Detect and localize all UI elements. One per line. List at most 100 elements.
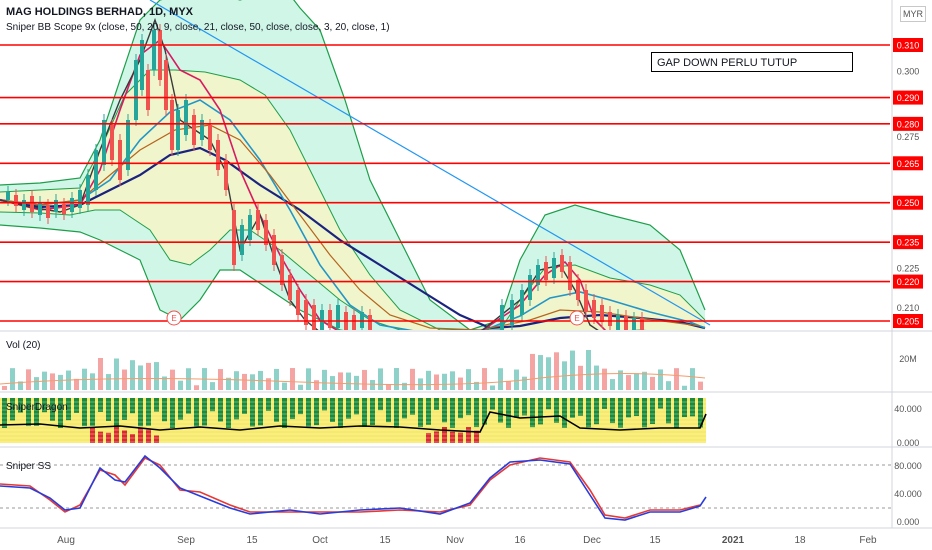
candle-body <box>192 115 196 145</box>
sniperdragon-bar <box>466 398 471 416</box>
sniperdragon-bar <box>506 398 511 428</box>
level-badge <box>893 116 923 131</box>
time-tick-label: Feb <box>859 535 877 546</box>
sniperdragon-bar <box>402 398 407 419</box>
sniperdragon-bar <box>626 398 631 418</box>
time-tick-label: 15 <box>246 535 258 546</box>
candle-body <box>256 210 260 230</box>
candle-body <box>152 30 156 70</box>
volume-bar <box>290 368 295 390</box>
sniperdragon-bar <box>218 398 223 422</box>
volume-bar <box>346 372 351 390</box>
volume-ma-line <box>0 373 706 386</box>
sniperdragon-bar <box>282 398 287 428</box>
volume-bar <box>122 369 127 390</box>
earnings-marker <box>166 310 182 326</box>
level-label: 0.290 <box>897 93 920 103</box>
volume-bar <box>234 371 239 390</box>
candle-body <box>520 290 524 315</box>
sniperdragon-bar <box>298 398 303 415</box>
volume-bar <box>322 369 327 390</box>
candle-body <box>576 280 580 300</box>
candle-body <box>510 300 514 325</box>
volume-bar <box>226 377 231 390</box>
sniperdragon-bar <box>98 398 103 412</box>
volume-pane <box>0 350 706 390</box>
bb-outer-lower <box>0 224 344 330</box>
candle-body <box>608 312 612 326</box>
sniperdragon-bar <box>322 398 327 411</box>
volume-bar <box>522 376 527 390</box>
sniperdragon-bar <box>426 398 431 425</box>
volume-bar <box>306 368 311 390</box>
candle-body <box>14 195 18 206</box>
sniperdragon-bar <box>666 398 671 424</box>
sniperdragon-background <box>0 398 706 443</box>
sniperdragon-bar <box>602 398 607 409</box>
sniperdragon-red-bar <box>442 427 447 443</box>
sniperdragon-bar <box>34 398 39 426</box>
chart-title: MAG HOLDINGS BERHAD, 1D, MYX <box>6 6 194 18</box>
volume-bar <box>434 374 439 390</box>
candle-body <box>592 300 596 318</box>
volume-bar <box>610 379 615 390</box>
sniperdragon-bar <box>114 398 119 428</box>
sniperdragon-red-bar <box>466 427 471 443</box>
candle-body <box>232 210 236 265</box>
sniperdragon-bar <box>290 398 295 420</box>
candle-body <box>110 125 114 160</box>
volume-bar <box>370 380 375 390</box>
level-label: 0.235 <box>897 238 920 248</box>
sniperdragon-bar <box>178 398 183 420</box>
candle-body <box>158 30 162 80</box>
candle-body <box>304 300 308 325</box>
currency-badge[interactable]: MYR <box>900 6 926 22</box>
sniperdragon-bar <box>82 398 87 427</box>
candle-body <box>170 100 174 150</box>
time-tick-label: 16 <box>514 535 526 546</box>
sniperdragon-bar <box>450 398 455 428</box>
level-label: 0.250 <box>897 198 920 208</box>
candle-body <box>22 200 26 210</box>
volume-bar <box>642 371 647 390</box>
volume-bar <box>450 371 455 390</box>
candle-body <box>216 140 220 170</box>
sniperdragon-tick-label: 40.000 <box>894 404 922 414</box>
volume-bar <box>666 381 671 390</box>
volume-bar <box>26 369 31 390</box>
candle-body <box>248 215 252 240</box>
volume-bar <box>138 365 143 390</box>
volume-bar <box>426 370 431 390</box>
time-tick-label: 2021 <box>722 535 745 546</box>
earnings-marker-label: E <box>574 314 579 323</box>
bb-outer-upper <box>0 0 706 330</box>
candle-body <box>94 150 98 190</box>
candle-body <box>240 225 244 255</box>
candle-body <box>102 120 106 165</box>
candle-body <box>46 205 50 218</box>
volume-bar <box>74 378 79 390</box>
candle-body <box>352 315 356 330</box>
bb-inner-upper <box>0 69 706 330</box>
sniperdragon-bar <box>66 398 71 421</box>
candle-body <box>126 120 130 170</box>
volume-bar <box>386 384 391 390</box>
sniperdragon-bar <box>162 398 167 422</box>
sniperdragon-bar <box>634 398 639 417</box>
sniperdragon-red-bar <box>154 435 159 443</box>
volume-bar <box>570 350 575 390</box>
volume-bar <box>498 368 503 390</box>
volume-bar <box>194 385 199 390</box>
volume-bar <box>650 376 655 390</box>
sniperdragon-bar <box>170 398 175 428</box>
candle-body <box>38 202 42 215</box>
sniperdragon-red-bar <box>426 433 431 443</box>
annotation-gap-down[interactable]: GAP DOWN PERLU TUTUP <box>651 52 853 72</box>
volume-bar <box>530 353 535 390</box>
sniperdragon-bar <box>250 398 255 427</box>
volume-bar <box>490 385 495 390</box>
volume-bar <box>554 352 559 390</box>
candle-body <box>280 255 284 285</box>
